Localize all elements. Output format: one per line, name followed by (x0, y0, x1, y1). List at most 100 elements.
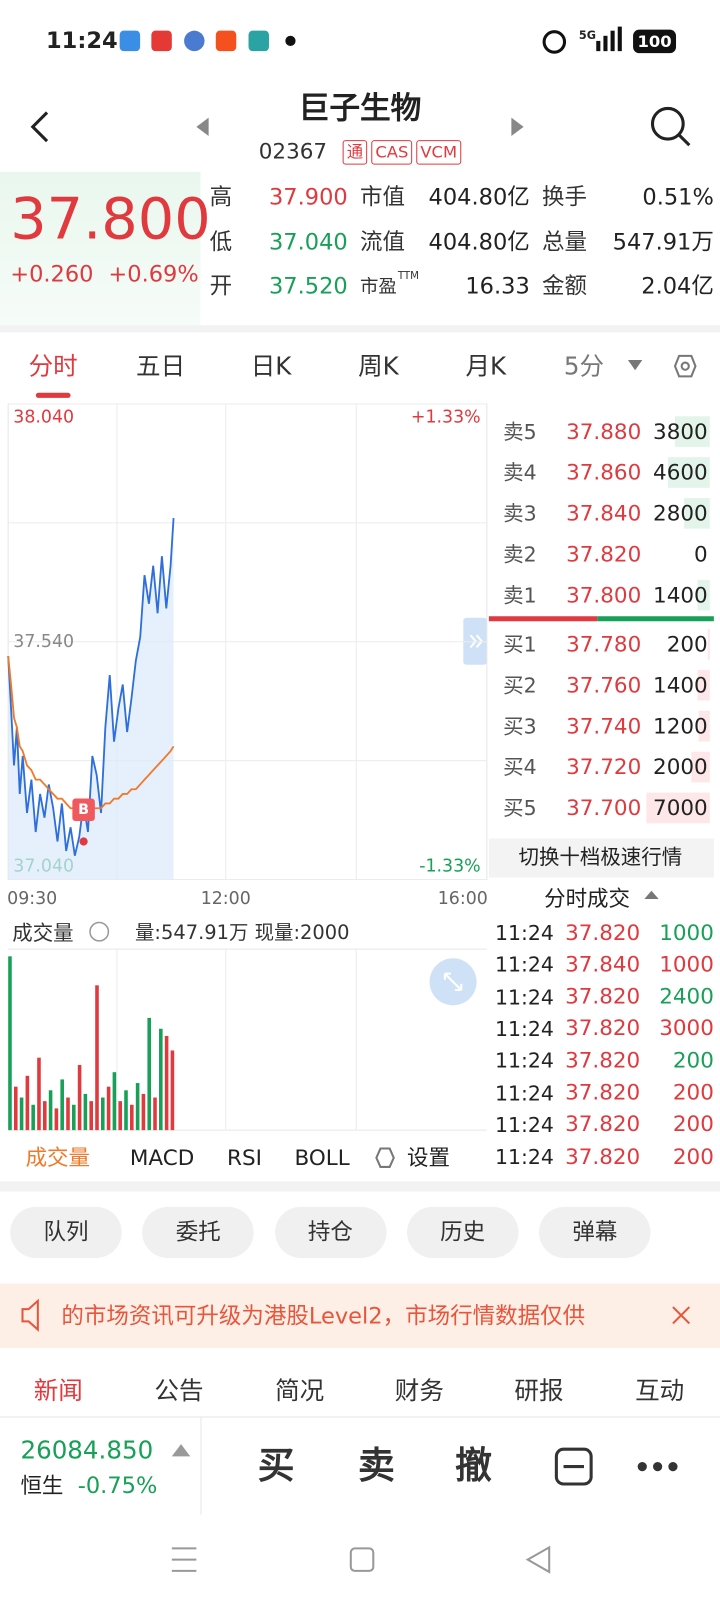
app-icon (119, 30, 141, 52)
trade-button[interactable]: 买 (257, 1445, 295, 1488)
volume-bar (54, 1108, 59, 1131)
indicator-tab[interactable]: BOLL (294, 1144, 350, 1170)
stat-value: 547.91万 (612, 229, 714, 256)
book-volume: 4600 (653, 459, 708, 485)
next-icon[interactable] (511, 117, 524, 137)
network-label: 5G (578, 28, 596, 42)
stock-name: 巨子生物 (298, 91, 422, 127)
indicator-tab[interactable]: RSI (227, 1144, 262, 1170)
book-price: 37.700 (566, 795, 642, 820)
book-price: 37.720 (566, 754, 642, 779)
action-pill[interactable] (274, 1206, 387, 1258)
volume-bar (48, 1090, 53, 1131)
last-price: 37.800 (10, 186, 211, 253)
book-label: 卖1 (503, 582, 537, 608)
trade-time: 11:24 (495, 1144, 554, 1170)
news-tab[interactable]: 公告 (154, 1376, 204, 1406)
buy-marker-label: B (78, 802, 89, 818)
status-time: 11:24 (46, 28, 118, 54)
app-icon (151, 30, 172, 52)
index-change: -0.75% (77, 1473, 158, 1499)
trade-time: 11:24 (495, 920, 554, 946)
chart-tab[interactable]: 周K (358, 351, 399, 381)
news-tab[interactable]: 研报 (514, 1376, 564, 1406)
news-tab[interactable]: 财务 (394, 1376, 444, 1406)
nav-back[interactable] (525, 1545, 551, 1574)
action-label[interactable]: 委托 (175, 1219, 221, 1246)
volume-title: 成交量 (12, 920, 74, 946)
chart-tab[interactable]: 月K (465, 351, 507, 381)
depth-bar (684, 498, 710, 529)
price-change-pct: +0.69% (108, 261, 199, 287)
action-label[interactable]: 历史 (440, 1219, 486, 1246)
book-label: 买4 (503, 754, 537, 780)
stat-label: 市盈 (360, 275, 397, 298)
trade-button[interactable]: 卖 (357, 1445, 395, 1488)
trade-volume: 200 (672, 1047, 714, 1073)
buy-marker (72, 798, 95, 822)
book-volume: 3800 (653, 418, 708, 444)
settings-icon[interactable] (375, 1147, 395, 1168)
volume-bar (164, 1035, 169, 1131)
stat-label: 总量 (542, 229, 588, 256)
depth-bar (697, 669, 710, 701)
chart-tab[interactable]: 分时 (28, 351, 78, 381)
order-toggle-bg[interactable] (488, 838, 714, 878)
book-label: 卖5 (503, 419, 537, 444)
nav-home[interactable] (349, 1547, 375, 1572)
news-tab[interactable]: 简况 (275, 1376, 325, 1406)
banner-text: 的市场资讯可升级为港股Level2，市场行情数据仅供 (61, 1303, 586, 1330)
depth-bar (707, 628, 710, 660)
order-book-toggle[interactable]: 切换十档极速行情 (518, 844, 683, 870)
action-pill[interactable] (406, 1206, 519, 1258)
book-price: 37.860 (566, 459, 642, 485)
chart-tab[interactable]: 5分 (563, 351, 605, 381)
chart-tab[interactable]: 五日 (136, 351, 186, 381)
settings-icon[interactable] (673, 354, 697, 378)
trade-time: 11:24 (495, 984, 554, 1010)
dot-icon (285, 35, 296, 47)
expand-index-icon[interactable] (171, 1444, 191, 1457)
indicator-tab[interactable]: MACD (129, 1144, 195, 1170)
stat-label-sup: TTM (397, 271, 419, 283)
close-icon[interactable] (672, 1306, 691, 1325)
action-pill[interactable] (539, 1206, 651, 1258)
trade-time: 11:24 (495, 1048, 554, 1074)
indicator-tab[interactable]: 成交量 (25, 1144, 91, 1170)
bottom-divider (200, 1417, 202, 1515)
action-label[interactable]: 持仓 (307, 1219, 353, 1246)
alarm-icon (542, 30, 567, 54)
action-pill[interactable] (142, 1206, 254, 1258)
search-icon[interactable] (678, 133, 691, 147)
volume-bar (37, 1057, 41, 1131)
nav-menu[interactable] (171, 1547, 197, 1572)
trade-button[interactable]: 撤 (455, 1445, 492, 1488)
prev-icon[interactable] (196, 117, 209, 137)
action-label[interactable]: 弹幕 (572, 1219, 618, 1246)
volume-bar (8, 956, 12, 1131)
chart-tab[interactable]: 日K (250, 351, 292, 381)
depth-bar (697, 579, 710, 611)
news-tab[interactable]: 新闻 (33, 1376, 83, 1406)
back-icon[interactable] (30, 111, 49, 143)
action-label[interactable]: 队列 (43, 1219, 89, 1246)
volume-bar (83, 1093, 88, 1131)
book-volume: 1400 (653, 672, 708, 697)
indicator-settings[interactable]: 设置 (407, 1144, 451, 1170)
volume-bar (60, 1079, 64, 1131)
volume-bar (159, 1028, 163, 1131)
action-pill[interactable] (10, 1206, 122, 1258)
search-icon[interactable] (650, 106, 685, 141)
news-tab[interactable]: 互动 (635, 1376, 685, 1406)
depth-bar (668, 457, 710, 488)
volume-bar (42, 1101, 47, 1131)
trade-time: 11:24 (495, 1016, 554, 1042)
volume-bar (31, 1104, 35, 1131)
trade-price: 37.820 (565, 1080, 641, 1105)
dropdown-icon[interactable] (627, 360, 643, 371)
more-icon[interactable] (637, 1461, 678, 1472)
minus-icon[interactable] (554, 1447, 593, 1486)
help-icon[interactable] (89, 921, 110, 942)
